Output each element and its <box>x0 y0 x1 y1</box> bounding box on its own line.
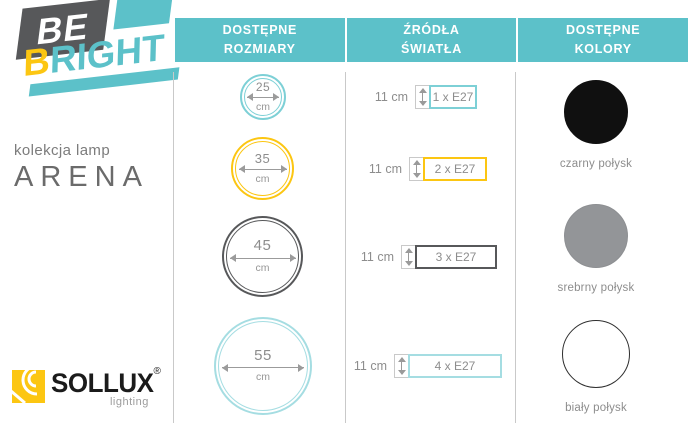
height-arrow-icon <box>404 248 413 266</box>
finish-swatch <box>564 204 628 268</box>
diameter-dimension: 45 cm <box>229 237 296 274</box>
sollux-lamp-icon <box>12 370 45 403</box>
bulb-count-box: 2 x E27 <box>423 157 487 181</box>
header-light-sources-line1: ŹRÓDŁA <box>403 23 460 38</box>
bulb-count-box: 4 x E27 <box>408 354 502 378</box>
divider-left <box>173 72 174 423</box>
height-label: 11 cm <box>353 359 387 373</box>
bulb-count-box: 1 x E27 <box>429 85 477 109</box>
finish-label: srebrny połysk <box>557 282 635 294</box>
collection-eyebrow: kolekcja lamp <box>14 142 111 159</box>
height-label: 11 cm <box>368 162 402 176</box>
size-circle-35cm: 35 cm <box>231 137 294 200</box>
height-label: 11 cm <box>374 90 408 104</box>
collection-title-block: kolekcja lamp ARENA <box>14 142 149 194</box>
diameter-dimension: 25 cm <box>247 79 279 114</box>
be-bright-logo: BE BRIGHT <box>4 0 186 102</box>
diameter-value: 45 <box>253 237 272 255</box>
column-header-band: DOSTĘPNE ROZMIARY ŹRÓDŁA ŚWIATŁA DOSTĘPN… <box>175 18 688 62</box>
sollux-wordmark: SOLLUX® lighting <box>51 366 161 408</box>
header-colors-line2: KOLORY <box>574 42 632 56</box>
height-arrow-icon <box>397 357 406 375</box>
header-colors-line1: DOSTĘPNE <box>565 23 641 38</box>
diameter-unit: cm <box>255 261 270 274</box>
size-circle-25cm: 25 cm <box>240 74 286 120</box>
light-source-row-2: 11 cm 2 x E27 <box>369 157 487 181</box>
bright-initial: B <box>22 39 51 85</box>
sollux-name: SOLLUX <box>51 367 154 399</box>
height-measure-box <box>415 85 430 109</box>
diameter-value: 25 <box>255 79 271 94</box>
diameter-dimension: 35 cm <box>238 150 287 186</box>
diameter-value: 55 <box>254 346 272 364</box>
header-sizes: DOSTĘPNE ROZMIARY <box>175 18 345 62</box>
sollux-tagline: lighting <box>109 396 149 408</box>
finish-swatch <box>564 80 628 144</box>
finish-silver-gloss: srebrny połysk <box>535 204 657 294</box>
finish-swatch <box>562 320 630 388</box>
size-circle-55cm: 55 cm <box>214 317 312 415</box>
finish-label: biały połysk <box>565 402 627 414</box>
teal-block-decoration <box>113 0 174 30</box>
height-label: 11 cm <box>360 250 394 264</box>
finish-label: czarny połysk <box>559 158 633 170</box>
diameter-value: 35 <box>254 150 271 166</box>
diameter-unit: cm <box>256 371 270 384</box>
header-light-sources-line2: ŚWIATŁA <box>401 42 462 56</box>
diameter-unit: cm <box>255 172 270 185</box>
diameter-arrow-icon <box>247 93 279 102</box>
sollux-logo: SOLLUX® lighting <box>12 366 161 408</box>
bulb-count-box: 3 x E27 <box>415 245 497 269</box>
header-sizes-line1: DOSTĘPNE <box>222 23 298 38</box>
diameter-arrow-icon <box>229 254 296 263</box>
height-measure-box <box>409 157 424 181</box>
divider-sizes-sources <box>345 72 346 423</box>
registered-mark: ® <box>153 366 161 377</box>
height-arrow-icon <box>418 88 427 106</box>
light-source-row-3: 11 cm 3 x E27 <box>361 245 497 269</box>
light-source-row-4: 11 cm 4 x E27 <box>354 354 502 378</box>
height-measure-box <box>401 245 416 269</box>
header-colors: DOSTĘPNE KOLORY <box>516 18 688 62</box>
divider-sources-colors <box>515 72 516 423</box>
diameter-dimension: 55 cm <box>222 346 304 384</box>
diameter-arrow-icon <box>222 363 304 372</box>
size-circle-45cm: 45 cm <box>222 216 303 297</box>
finish-white-gloss: biały połysk <box>535 320 657 414</box>
light-source-row-1: 11 cm 1 x E27 <box>375 85 477 109</box>
diameter-arrow-icon <box>238 165 287 174</box>
header-light-sources: ŹRÓDŁA ŚWIATŁA <box>344 18 517 62</box>
finish-black-gloss: czarny połysk <box>535 80 657 170</box>
height-arrow-icon <box>412 160 421 178</box>
header-sizes-line2: ROZMIARY <box>223 42 296 56</box>
collection-name: ARENA <box>14 161 149 193</box>
height-measure-box <box>394 354 409 378</box>
diameter-unit: cm <box>256 100 270 113</box>
